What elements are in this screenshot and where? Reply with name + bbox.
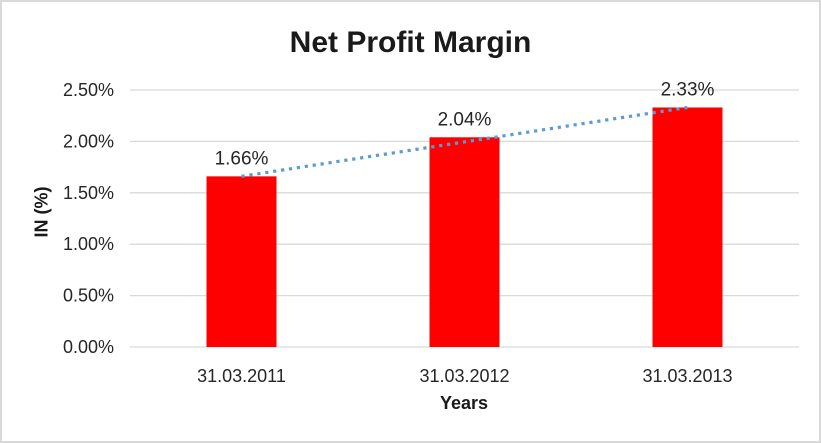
- bar-31.03.2013: [652, 107, 723, 347]
- data-label: 2.04%: [438, 109, 492, 130]
- data-label: 2.33%: [661, 79, 715, 100]
- y-tick-label: 1.00%: [63, 234, 114, 254]
- chart-title: Net Profit Margin: [289, 26, 532, 59]
- y-tick-label: 0.00%: [63, 337, 114, 357]
- bar-31.03.2011: [206, 176, 277, 347]
- x-axis-title: Years: [439, 393, 489, 413]
- data-label: 1.66%: [215, 148, 269, 169]
- y-tick-label: 2.00%: [63, 131, 114, 151]
- x-category-label: 31.03.2011: [197, 366, 286, 386]
- y-tick-label: 0.50%: [63, 286, 114, 306]
- bar-31.03.2012: [429, 137, 500, 347]
- y-tick-label: 2.50%: [63, 80, 114, 100]
- x-category-label: 31.03.2013: [642, 366, 732, 386]
- x-category-label: 31.03.2012: [419, 366, 509, 386]
- y-tick-label: 1.50%: [63, 183, 114, 203]
- trendline: [241, 105, 688, 178]
